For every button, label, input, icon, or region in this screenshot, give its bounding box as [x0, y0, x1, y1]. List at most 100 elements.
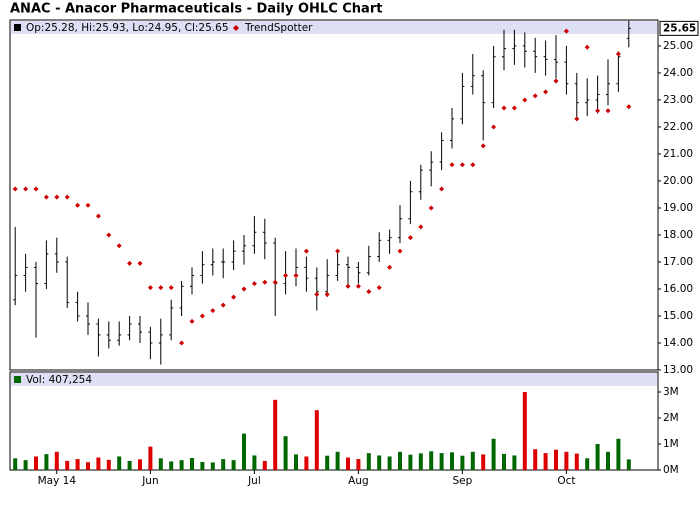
- trendspotter-point: [85, 202, 91, 208]
- trendspotter-point: [251, 281, 257, 287]
- trendspotter-point: [12, 186, 18, 192]
- volume-bar: [13, 458, 18, 470]
- x-tick-label: Oct: [557, 475, 575, 487]
- volume-bar: [117, 456, 122, 470]
- trendspotter-point: [449, 162, 455, 168]
- volume-bar: [231, 460, 236, 470]
- trendspotter-point: [511, 105, 517, 111]
- trendspotter-point: [418, 224, 424, 230]
- trendspotter-point: [345, 283, 351, 289]
- trendspotter-point: [272, 279, 278, 285]
- volume-bar: [65, 460, 70, 470]
- trendspotter-point: [335, 248, 341, 254]
- trendspotter-point: [231, 294, 237, 300]
- trendspotter-point: [376, 285, 382, 291]
- volume-bar: [616, 438, 621, 470]
- last-price-label: 25.65: [663, 22, 696, 34]
- volume-bar: [169, 461, 174, 470]
- y-tick-label: 19.00: [663, 202, 693, 214]
- trendspotter-point: [470, 162, 476, 168]
- y-tick-label: 13.00: [663, 364, 693, 376]
- volume-bar: [304, 456, 309, 470]
- volume-bar: [148, 446, 153, 470]
- trendspotter-point: [574, 116, 580, 122]
- volume-bar: [75, 459, 80, 470]
- volume-bar: [262, 460, 267, 470]
- trendspotter-point: [199, 313, 205, 319]
- trendspotter-point: [626, 104, 632, 110]
- y-tick-label: 1M: [663, 438, 679, 450]
- x-tick-label: Sep: [453, 475, 473, 487]
- trendspotter-point: [595, 108, 601, 114]
- trendspotter-point: [480, 143, 486, 149]
- last-price-box: [659, 20, 699, 36]
- y-tick-label: 25.00: [663, 40, 693, 52]
- volume-bar: [242, 433, 246, 470]
- x-tick-label: May 14: [38, 475, 77, 487]
- trendspotter-point: [501, 105, 507, 111]
- y-tick-label: 0M: [663, 464, 679, 476]
- volume-bar: [564, 451, 569, 470]
- y-tick-label: 17.00: [663, 256, 693, 268]
- trendspotter-point: [220, 302, 226, 308]
- legend-label: TrendSpotter: [244, 22, 313, 34]
- volume-bar: [439, 453, 444, 470]
- volume-bar: [418, 453, 423, 470]
- volume-bar: [106, 459, 111, 470]
- volume-bar: [283, 436, 288, 470]
- volume-bar: [210, 462, 215, 470]
- volume-bar: [346, 457, 350, 470]
- volume-bar: [606, 451, 610, 470]
- trendspotter-point: [532, 93, 538, 99]
- volume-bar: [502, 453, 506, 470]
- legend-bar: [11, 373, 657, 386]
- y-tick-label: 24.00: [663, 67, 693, 79]
- trendspotter-point: [293, 272, 299, 278]
- volume-bar: [626, 459, 631, 470]
- y-tick-label: 14.00: [663, 337, 693, 349]
- volume-bar: [470, 451, 475, 470]
- volume-bar: [366, 453, 371, 470]
- volume-bar: [585, 458, 590, 470]
- trendspotter-point: [95, 213, 101, 219]
- y-tick-label: 23.00: [663, 94, 693, 106]
- volume-bar: [533, 449, 538, 470]
- volume-bar: [252, 455, 257, 470]
- volume-bar: [138, 459, 142, 470]
- volume-bar: [325, 455, 330, 470]
- chart-title: ANAC - Anacor Pharmaceuticals - Daily OH…: [10, 2, 382, 17]
- trendspotter-point: [459, 162, 465, 168]
- legend-text: Op:25.28, Hi:25.93, Lo:24.95, Cl:25.65: [26, 22, 229, 34]
- volume-bar: [158, 458, 163, 470]
- trendspotter-point: [314, 291, 320, 297]
- trendspotter-point: [210, 308, 216, 314]
- x-tick-label: Jun: [141, 475, 158, 487]
- trendspotter-point: [439, 186, 445, 192]
- trendspotter-point: [64, 194, 70, 200]
- volume-bar: [429, 451, 434, 470]
- volume-bar: [200, 461, 205, 470]
- trendspotter-point: [116, 243, 122, 249]
- volume-bar: [491, 438, 496, 470]
- trendspotter-point: [605, 108, 611, 114]
- trendspotter-point: [127, 260, 133, 266]
- volume-bar: [398, 451, 402, 470]
- volume-bar: [512, 455, 517, 470]
- y-tick-label: 2M: [663, 412, 679, 424]
- trendspotter-point: [397, 248, 403, 254]
- volume-bar: [574, 453, 579, 470]
- volume-bar: [273, 399, 278, 470]
- volume-bar: [481, 454, 486, 470]
- x-tick-label: Aug: [348, 475, 369, 487]
- trendspotter-point: [615, 51, 621, 57]
- volume-bar: [179, 460, 184, 470]
- trendspotter-point: [106, 232, 112, 238]
- y-tick-label: 22.00: [663, 121, 693, 133]
- trendspotter-point: [563, 28, 569, 34]
- volume-bar: [387, 456, 392, 470]
- trendspotter-point: [543, 89, 549, 95]
- trendspotter-point: [189, 318, 195, 324]
- trendspotter-point: [428, 205, 434, 211]
- volume-legend: Vol: 407,254: [26, 374, 92, 386]
- y-tick-label: 20.00: [663, 175, 693, 187]
